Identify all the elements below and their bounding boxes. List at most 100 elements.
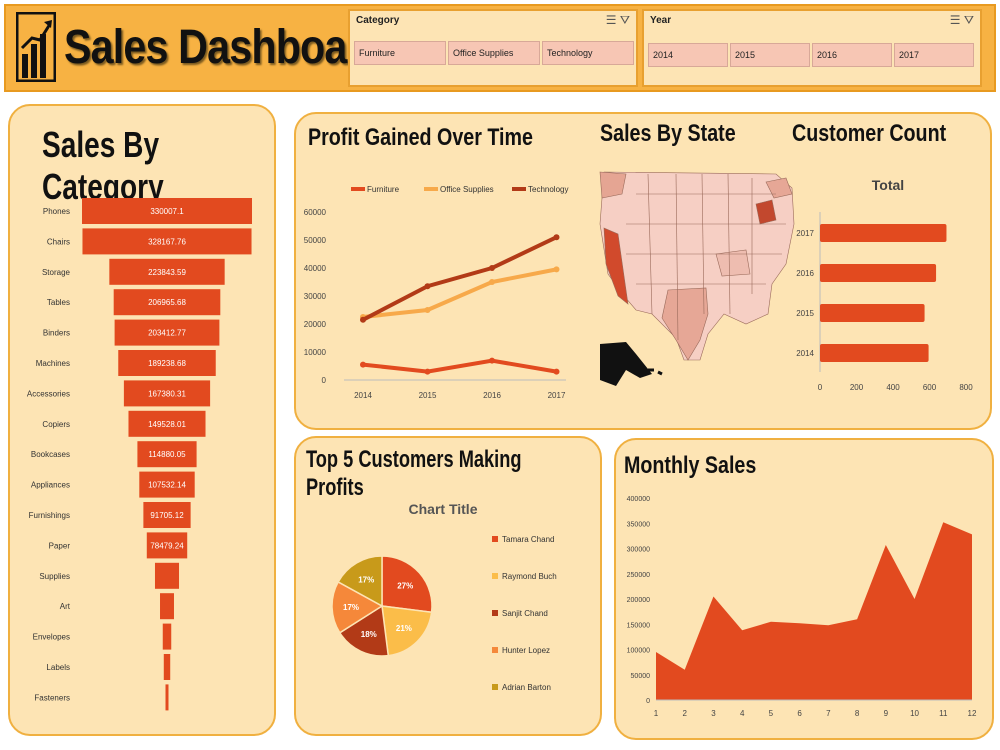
year-option-2015[interactable]: 2015 — [730, 43, 810, 67]
funnel-bar — [137, 441, 197, 468]
year-option-2017[interactable]: 2017 — [894, 43, 974, 67]
slice-label: 17% — [358, 575, 374, 584]
x-tick-label: 9 — [884, 709, 889, 718]
y-tick-label: 350000 — [627, 521, 650, 528]
category-label: Envelopes — [33, 633, 70, 642]
category-option-furniture[interactable]: Furniture — [354, 41, 446, 65]
y-tick-label: 200000 — [627, 597, 650, 604]
multi-select-icon[interactable]: ☰ — [605, 13, 617, 27]
funnel-bar — [154, 562, 180, 589]
pie-slice — [381, 555, 433, 614]
y-tick-label: 250000 — [627, 572, 650, 579]
monthly-sales-chart: 0 50000 100000 150000 200000 250000 300000 3500… — [627, 496, 977, 718]
profit-over-time-chart: 0 10000 20000 30000 40000 50000 60000 2014 2015 2… — [304, 185, 569, 400]
funnel-bar — [123, 380, 211, 407]
legend-label: Furniture — [367, 185, 400, 194]
y-tick-label: 400000 — [627, 496, 650, 503]
funnel-bar — [82, 228, 252, 255]
funnel-bar — [109, 258, 225, 285]
multi-select-icon[interactable]: ☰ — [949, 13, 961, 27]
funnel-bar — [139, 471, 195, 498]
data-point — [424, 307, 431, 313]
year-slicer-label: Year — [650, 15, 672, 26]
x-tick-label: 2015 — [419, 391, 437, 400]
slice-label: 21% — [396, 624, 412, 633]
x-tick-label: 6 — [797, 709, 802, 718]
funnel-bar — [165, 684, 169, 711]
legend-swatch — [492, 536, 498, 542]
category-slicer: Category ☰ ⛛ Furniture Office Supplies T… — [348, 9, 638, 87]
pie-slice — [331, 580, 384, 634]
x-tick-label: 4 — [740, 709, 745, 718]
category-label: Machines — [36, 359, 70, 368]
funnel-bar — [113, 289, 221, 316]
clear-filter-icon[interactable]: ⛛ — [963, 13, 974, 27]
legend-swatch — [492, 610, 498, 616]
series-line-office-supplies — [362, 267, 557, 319]
legend-label: Office Supplies — [440, 185, 494, 194]
y-tick-label: 30000 — [304, 292, 327, 301]
category-label: Fasteners — [34, 693, 70, 702]
bar-value-label: 203412.77 — [148, 329, 186, 338]
clear-filter-icon[interactable]: ⛛ — [619, 13, 630, 27]
legend-label: Sanjit Chand — [502, 609, 548, 618]
x-tick-label: 2016 — [483, 391, 501, 400]
funnel-bar — [128, 410, 206, 437]
category-label: Tables — [47, 298, 70, 307]
bar-value-label: 206965.68 — [148, 298, 186, 307]
x-tick-label: 2014 — [354, 391, 372, 400]
data-point — [553, 266, 560, 273]
legend-label: Hunter Lopez — [502, 646, 550, 655]
sales-by-category-panel: Sales By Category Phones 330007.1 Chairs 32… — [8, 104, 276, 736]
data-point — [553, 368, 560, 375]
count-bar — [820, 264, 937, 282]
data-point — [360, 361, 366, 368]
year-slicer: Year ☰ ⛛ 2014 2015 2016 2017 — [642, 9, 982, 87]
y-tick-label: 150000 — [627, 622, 650, 629]
bar-value-label: 114880.05 — [148, 450, 186, 459]
y-tick-label: 300000 — [627, 547, 650, 554]
category-label: Appliances — [31, 481, 70, 490]
funnel-bar — [162, 623, 172, 650]
profit-state-customer-panel: Profit Gained Over Time Sales By State C… — [294, 112, 992, 430]
x-tick-label: 800 — [959, 383, 973, 392]
category-option-office-supplies[interactable]: Office Supplies — [448, 41, 540, 65]
pie-slice — [338, 604, 390, 657]
count-chart-title: Total — [872, 177, 904, 193]
bar-value-label: 330007.1 — [150, 207, 184, 216]
funnel-bar — [160, 593, 174, 620]
category-label: Accessories — [27, 389, 70, 398]
sales-by-category-chart: Phones 330007.1 Chairs 328167.76 Storage 2238… — [27, 198, 252, 711]
year-option-2016[interactable]: 2016 — [812, 43, 892, 67]
data-point — [489, 279, 495, 285]
y-tick-label: 50000 — [304, 236, 327, 245]
x-tick-label: 8 — [855, 709, 860, 718]
top-customers-panel: Top 5 Customers Making Profits Chart Tit… — [294, 436, 602, 736]
legend-label: Raymond Buch — [502, 572, 557, 581]
data-point — [489, 265, 495, 271]
header-bar: Sales Dashboard Category ☰ ⛛ Furniture O… — [4, 4, 996, 92]
bar-chart-logo-icon — [16, 12, 56, 82]
category-label: Copiers — [42, 420, 70, 429]
data-point — [424, 368, 431, 375]
sales-area — [656, 522, 972, 700]
category-option-technology[interactable]: Technology — [542, 41, 634, 65]
bar-value-label: 149528.01 — [148, 420, 186, 429]
y-tick-label: 20000 — [304, 320, 327, 329]
year-label: 2016 — [796, 269, 814, 278]
data-point — [360, 316, 366, 323]
funnel-bar — [114, 319, 220, 346]
category-label: Storage — [42, 268, 71, 277]
category-label: Bookcases — [31, 450, 70, 459]
y-tick-label: 0 — [646, 698, 650, 705]
count-bar — [820, 304, 925, 322]
dashboard-title: Sales Dashboard — [64, 21, 387, 74]
x-tick-label: 600 — [923, 383, 937, 392]
x-tick-label: 11 — [939, 709, 948, 718]
y-tick-label: 100000 — [627, 648, 650, 655]
x-tick-label: 2 — [683, 709, 688, 718]
count-bar — [820, 344, 929, 362]
y-tick-label: 50000 — [631, 673, 651, 680]
year-option-2014[interactable]: 2014 — [648, 43, 728, 67]
legend-label: Adrian Barton — [502, 683, 551, 692]
